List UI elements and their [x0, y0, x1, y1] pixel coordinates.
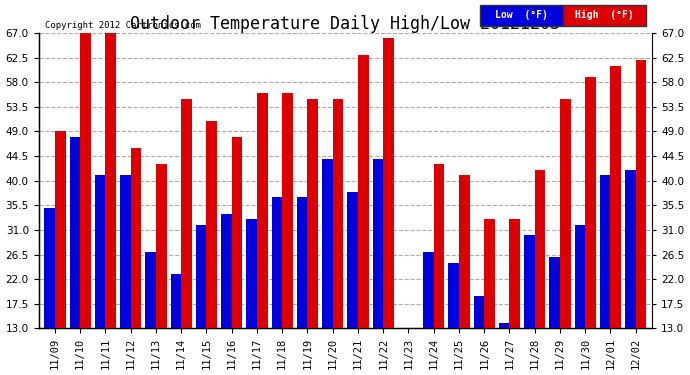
Bar [170, 274, 181, 328]
FancyBboxPatch shape [563, 5, 646, 26]
Bar [156, 164, 166, 328]
Bar [484, 219, 495, 328]
Bar [196, 225, 206, 328]
Bar [257, 93, 268, 328]
Bar [221, 213, 232, 328]
Bar [459, 175, 470, 328]
Bar [535, 170, 545, 328]
Bar [146, 252, 156, 328]
Bar [423, 252, 434, 328]
Bar [282, 93, 293, 328]
Bar [575, 225, 585, 328]
Bar [246, 219, 257, 328]
Bar [625, 170, 635, 328]
Bar [322, 159, 333, 328]
Bar [106, 27, 116, 328]
Bar [358, 55, 368, 328]
FancyBboxPatch shape [480, 5, 563, 26]
Bar [434, 164, 444, 328]
Bar [206, 120, 217, 328]
Bar [600, 175, 611, 328]
Bar [44, 208, 55, 328]
Bar [130, 148, 141, 328]
Bar [549, 257, 560, 328]
Bar [509, 219, 520, 328]
Title: Outdoor Temperature Daily High/Low 20121203: Outdoor Temperature Daily High/Low 20121… [130, 15, 560, 33]
Bar [611, 66, 621, 328]
Bar [473, 296, 484, 328]
Bar [585, 77, 596, 328]
Bar [181, 99, 192, 328]
Bar [448, 263, 459, 328]
Bar [383, 39, 394, 328]
Bar [347, 192, 358, 328]
Bar [308, 99, 318, 328]
Text: Copyright 2012 Cartronics.com: Copyright 2012 Cartronics.com [45, 21, 201, 30]
Bar [560, 99, 571, 328]
Text: Low  (°F): Low (°F) [495, 10, 548, 20]
Bar [373, 159, 383, 328]
Bar [333, 99, 344, 328]
Bar [524, 236, 535, 328]
Bar [70, 137, 80, 328]
Bar [232, 137, 242, 328]
Bar [499, 323, 509, 328]
Bar [95, 175, 106, 328]
Bar [297, 197, 308, 328]
Bar [635, 60, 647, 328]
Bar [272, 197, 282, 328]
Bar [120, 175, 130, 328]
Bar [80, 27, 91, 328]
Text: High  (°F): High (°F) [575, 10, 633, 20]
Bar [55, 132, 66, 328]
